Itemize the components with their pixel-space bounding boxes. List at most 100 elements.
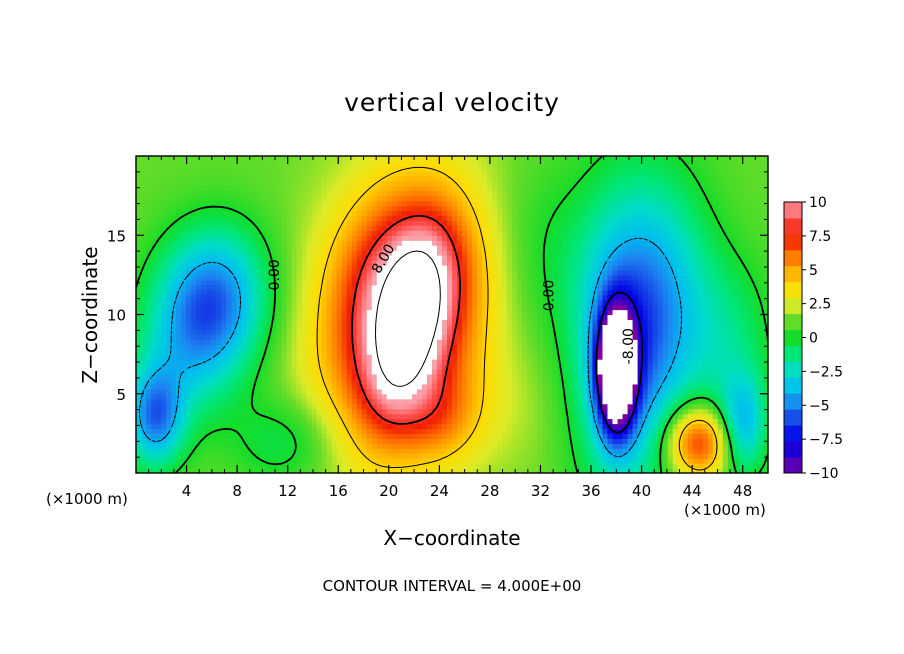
field-cell — [717, 344, 724, 350]
field-cell — [577, 319, 584, 325]
field-cell — [251, 458, 257, 464]
field-cell — [577, 418, 584, 425]
field-cell — [642, 378, 649, 385]
field-cell — [221, 403, 227, 410]
field-cell — [647, 319, 654, 325]
field-cell — [497, 428, 503, 434]
field-cell — [672, 463, 679, 469]
field-cell — [737, 279, 744, 286]
field-cell — [416, 294, 423, 301]
field-cell — [732, 368, 739, 375]
field-cell — [497, 423, 503, 430]
field-cell — [221, 373, 227, 380]
field-cell — [692, 299, 699, 306]
field-cell — [722, 458, 729, 464]
field-cell — [487, 309, 493, 316]
field-cell — [311, 349, 318, 355]
field-cell — [276, 423, 283, 430]
field-cell — [482, 299, 488, 306]
field-cell — [161, 349, 167, 355]
field-cell — [146, 398, 152, 405]
field-cell — [426, 289, 433, 296]
field-cell — [562, 319, 568, 325]
field-cell — [261, 443, 268, 449]
field-cell — [492, 354, 498, 360]
field-cell — [592, 304, 599, 311]
field-cell — [226, 438, 232, 444]
field-cell — [727, 463, 734, 469]
field-cell — [697, 373, 704, 380]
field-cell — [622, 289, 629, 296]
field-cell — [401, 319, 408, 325]
field-cell — [652, 349, 659, 355]
field-cell — [457, 329, 463, 335]
field-cell — [156, 393, 162, 400]
field-cell — [171, 463, 177, 469]
field-cell — [251, 324, 257, 330]
field-cell — [271, 438, 278, 444]
field-cell — [477, 364, 483, 370]
field-cell — [381, 393, 388, 400]
field-cell — [692, 284, 699, 291]
field-cell — [296, 453, 303, 459]
field-cell — [381, 364, 388, 370]
field-cell — [426, 299, 433, 306]
field-cell — [452, 299, 458, 306]
field-cell — [712, 413, 719, 420]
field-cell — [426, 359, 433, 365]
field-cell — [371, 443, 378, 449]
field-cell — [752, 314, 759, 321]
field-cell — [341, 418, 348, 425]
field-cell — [361, 314, 368, 321]
field-cell — [301, 344, 308, 350]
field-cell — [431, 314, 438, 321]
field-cell — [206, 309, 212, 316]
field-cell — [376, 314, 383, 321]
field-cell — [226, 364, 232, 370]
field-cell — [757, 279, 764, 286]
field-cell — [146, 453, 152, 459]
field-cell — [527, 418, 533, 425]
field-cell — [341, 329, 348, 335]
field-cell — [141, 408, 147, 415]
field-cell — [341, 284, 348, 291]
field-cell — [722, 463, 729, 469]
field-cell — [181, 408, 187, 415]
field-cell — [612, 413, 619, 420]
field-cell — [256, 359, 262, 365]
field-cell — [406, 433, 413, 439]
field-cell — [672, 368, 679, 375]
field-cell — [672, 418, 679, 425]
field-cell — [732, 344, 739, 350]
field-cell — [757, 458, 764, 464]
field-cell — [141, 314, 147, 321]
field-cell — [241, 403, 247, 410]
field-cell — [141, 423, 147, 430]
field-cell — [286, 329, 293, 335]
field-cell — [291, 344, 298, 350]
field-cell — [597, 329, 604, 335]
field-cell — [452, 423, 458, 430]
field-cell — [467, 368, 473, 375]
field-cell — [366, 294, 373, 301]
field-cell — [176, 359, 182, 365]
field-cell — [146, 428, 152, 434]
field-cell — [597, 428, 604, 434]
field-cell — [151, 378, 157, 385]
field-cell — [366, 413, 373, 420]
field-cell — [752, 289, 759, 296]
field-cell — [276, 284, 283, 291]
field-cell — [657, 334, 664, 340]
field-cell — [647, 299, 654, 306]
field-cell — [592, 388, 599, 395]
field-cell — [612, 299, 619, 306]
field-cell — [637, 349, 644, 355]
field-cell — [472, 463, 478, 469]
field-cell — [512, 319, 518, 325]
field-cell — [457, 423, 463, 430]
field-cell — [316, 314, 323, 321]
field-cell — [732, 339, 739, 345]
field-cell — [717, 334, 724, 340]
field-cell — [296, 378, 303, 385]
field-cell — [662, 413, 669, 420]
